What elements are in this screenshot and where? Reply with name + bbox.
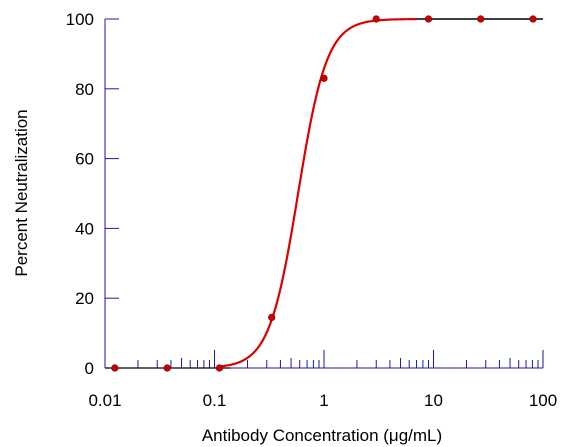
data-points [111, 15, 537, 372]
y-tick-label: 100 [66, 10, 94, 29]
tick-labels: 0.01 0.1 1 10 100 0 20 40 60 80 100 [66, 10, 558, 410]
data-point [424, 15, 433, 23]
x-axis-title: Antibody Concentration (μg/mL) [202, 426, 442, 445]
y-tick-label: 20 [75, 289, 94, 308]
x-tick-label: 0.1 [203, 391, 227, 410]
fit-curve [218, 17, 417, 368]
y-tick-label: 40 [75, 219, 94, 238]
y-tick-label: 80 [75, 80, 94, 99]
data-point [529, 15, 537, 23]
y-tick-label: 0 [85, 359, 94, 378]
x-tick-label: 0.01 [88, 391, 121, 410]
y-axis-title: Percent Neutralization [12, 109, 31, 276]
fit-curve-group [218, 17, 417, 368]
x-tick-label: 10 [424, 391, 443, 410]
data-point [163, 364, 171, 372]
data-point [268, 313, 276, 321]
data-point [215, 364, 224, 372]
data-point [320, 74, 328, 82]
y-tick-label: 60 [75, 150, 94, 169]
data-point [111, 364, 119, 372]
data-point [372, 15, 380, 23]
axis-ticks [104, 18, 544, 369]
data-point [477, 15, 485, 23]
x-tick-label: 100 [529, 391, 557, 410]
x-tick-label: 1 [319, 391, 328, 410]
